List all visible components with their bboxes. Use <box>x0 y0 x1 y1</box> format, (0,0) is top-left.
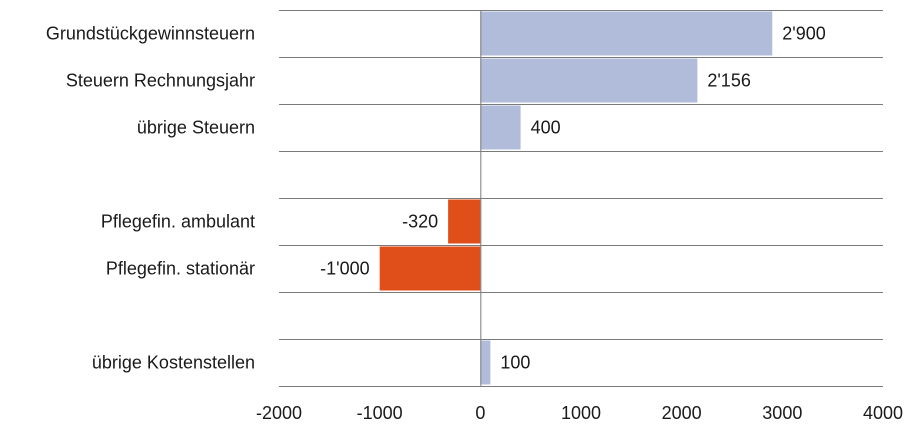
data-label-4: -320 <box>402 212 438 232</box>
category-label-1: Steuern Rechnungsjahr <box>66 71 255 91</box>
bar-2 <box>480 105 521 150</box>
category-label-4: Pflegefin. ambulant <box>101 212 255 232</box>
data-label-7: 100 <box>500 353 530 373</box>
x-tick-label-6: 4000 <box>863 403 903 423</box>
category-label-2: übrige Steuern <box>137 118 255 138</box>
bars <box>379 11 773 385</box>
bar-7 <box>480 340 491 385</box>
x-tick-label-0: -2000 <box>256 403 302 423</box>
category-label-5: Pflegefin. stationär <box>106 259 255 279</box>
x-tick-label-5: 3000 <box>762 403 802 423</box>
x-tick-label-4: 2000 <box>662 403 702 423</box>
x-tick-label-2: 0 <box>475 403 485 423</box>
category-label-7: übrige Kostenstellen <box>92 353 255 373</box>
data-label-0: 2'900 <box>782 24 825 44</box>
bar-4 <box>448 199 481 244</box>
bar-1 <box>480 58 698 103</box>
data-label-5: -1'000 <box>320 259 369 279</box>
bar-5 <box>379 246 481 291</box>
data-labels: 2'900 2'156 400 -320 -1'000 100 <box>320 24 826 373</box>
x-tick-labels: -2000 -1000 0 1000 2000 3000 4000 <box>256 403 903 423</box>
category-label-0: Grundstückgewinnsteuern <box>46 24 255 44</box>
x-tick-label-3: 1000 <box>561 403 601 423</box>
gridlines <box>279 10 883 387</box>
data-label-2: 400 <box>531 118 561 138</box>
category-labels: Grundstückgewinnsteuern Steuern Rechnungs… <box>46 24 255 373</box>
x-tick-label-1: -1000 <box>357 403 403 423</box>
bar-0 <box>480 11 773 56</box>
data-label-1: 2'156 <box>707 71 750 91</box>
